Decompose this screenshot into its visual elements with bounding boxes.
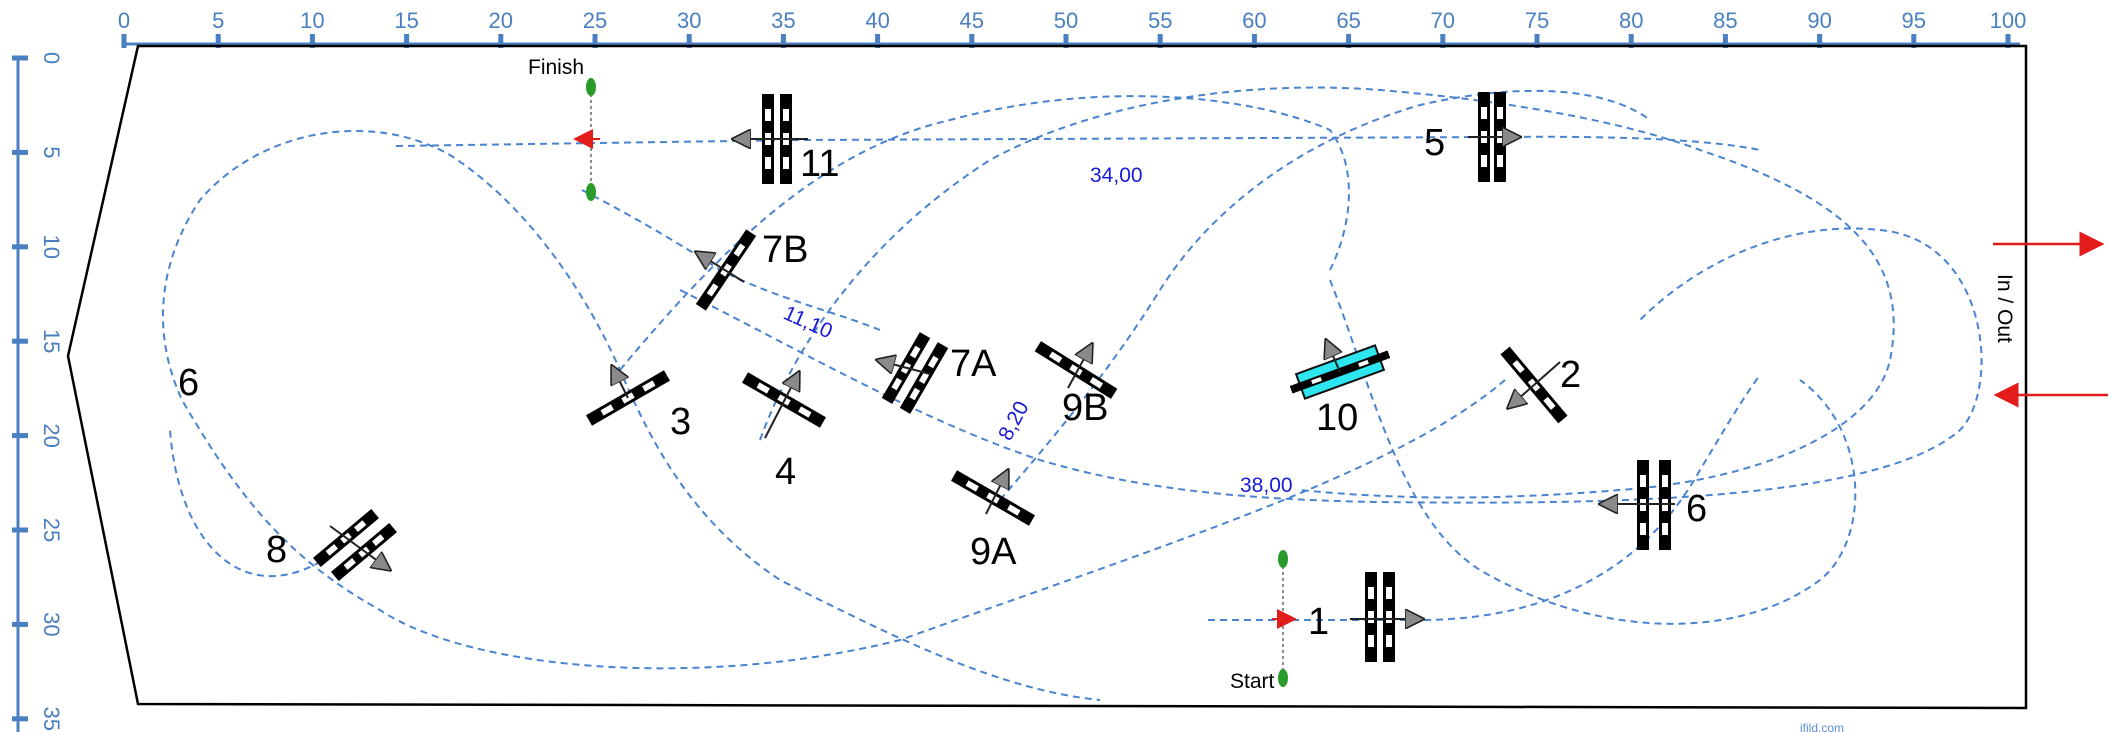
horizontal-scale-tick-label: 40 xyxy=(865,8,889,33)
track-segment-8-loop xyxy=(169,429,351,578)
horizontal-scale-tick-label: 30 xyxy=(677,8,701,33)
horizontal-scale-tick-label: 0 xyxy=(118,8,130,33)
track-segment-9A-to-9B xyxy=(999,89,1651,501)
distance-label: 11,10 xyxy=(780,302,836,344)
obstacle-3: 3 xyxy=(586,366,691,443)
track-segment-loop-2-3 xyxy=(161,130,1506,701)
obstacle-9B-label: 9B xyxy=(1062,387,1108,429)
obstacle-7A: 7A xyxy=(877,332,997,414)
track-segment-3-to-5 xyxy=(619,95,1350,371)
finish-line: Finish xyxy=(528,56,600,201)
horizontal-scale-tick-label: 5 xyxy=(212,8,224,33)
horizontal-scale-tick-label: 50 xyxy=(1054,8,1078,33)
track-segment-10-loop xyxy=(1329,279,1857,625)
obstacle-8-label: 8 xyxy=(266,529,287,571)
vertical-scale-tick-label: 20 xyxy=(39,423,64,447)
obstacle-11-label: 11 xyxy=(800,143,839,185)
horizontal-scale-tick-label: 25 xyxy=(583,8,607,33)
vertical-scale-tick-label: 0 xyxy=(39,52,64,64)
obstacle-1-label: 1 xyxy=(1308,601,1329,643)
vertical-scale-tick-label: 35 xyxy=(39,707,64,731)
horizontal-scale-tick-label: 80 xyxy=(1619,8,1643,33)
obstacle-9A: 9A xyxy=(951,470,1035,573)
horizontal-scale-tick-label: 60 xyxy=(1242,8,1266,33)
distance-label: 38,00 xyxy=(1240,474,1293,497)
arena-outline xyxy=(66,44,2028,710)
vertical-scale-tick-label: 30 xyxy=(39,612,64,636)
obstacle-11: 11 xyxy=(733,94,839,185)
entrance-exit: In / Out xyxy=(1993,231,2108,408)
vertical-scale-tick-label: 25 xyxy=(39,518,64,542)
horizontal-scale: 0 5 10 15 20 25 30 35 40 45 50 55 60 65 70 75 80 85 90 95 10… xyxy=(118,8,2026,48)
finish-label: Finish xyxy=(528,56,584,79)
track-segment-4-to-9B xyxy=(759,86,1895,499)
footer-watermark: ifild.com xyxy=(1800,721,1844,732)
horizontal-scale-tick-label: 70 xyxy=(1431,8,1455,33)
horizontal-scale-tick-label: 90 xyxy=(1807,8,1831,33)
obstacle-1: 1 xyxy=(1308,572,1423,662)
obstacle-8: 8 xyxy=(266,508,397,582)
obstacle-5-label: 5 xyxy=(1424,122,1445,164)
horizontal-scale-tick-label: 75 xyxy=(1525,8,1549,33)
obstacle-2: 2 xyxy=(1500,346,1581,424)
entrance-label: In / Out xyxy=(1993,274,2016,343)
track-segment-start-to-2 xyxy=(1208,374,1761,621)
obstacle-9A-label: 9A xyxy=(970,531,1017,573)
obstacle-5: 5 xyxy=(1424,92,1520,182)
distance-label: 34,00 xyxy=(1090,164,1143,187)
finish-flag-icon xyxy=(586,78,596,96)
vertical-scale-ticks: 0 5 10 15 20 25 30 35 xyxy=(12,52,64,731)
obstacle-2-label: 2 xyxy=(1560,354,1581,396)
obstacle-10: 10 xyxy=(1289,340,1391,439)
obstacle-4-label: 4 xyxy=(775,451,796,493)
turn-marker-6: 6 xyxy=(178,362,199,404)
horizontal-scale-tick-label: 20 xyxy=(489,8,513,33)
horizontal-scale-tick-label: 100 xyxy=(1990,8,2027,33)
distance-label: 8,20 xyxy=(994,397,1033,444)
obstacle-6: 6 xyxy=(1600,460,1707,550)
horizontal-scale-tick-label: 10 xyxy=(300,8,324,33)
obstacle-3-label: 3 xyxy=(670,401,691,443)
horizontal-scale-ticks: 0 5 10 15 20 25 30 35 40 45 50 55 60 65 70 75 80 85 90 95 10… xyxy=(118,8,2026,48)
start-flag-icon xyxy=(1278,669,1288,687)
vertical-scale-tick-label: 15 xyxy=(39,329,64,353)
horizontal-scale-tick-label: 35 xyxy=(771,8,795,33)
obstacle-10-label: 10 xyxy=(1316,397,1358,439)
start-label: Start xyxy=(1230,670,1275,693)
horizontal-scale-tick-label: 15 xyxy=(394,8,418,33)
obstacle-7B: 7B xyxy=(696,229,808,311)
horizontal-scale-tick-label: 55 xyxy=(1148,8,1172,33)
start-flag-icon xyxy=(1278,550,1288,568)
obstacle-6-label: 6 xyxy=(1686,488,1707,530)
obstacle-9B: 9B xyxy=(1034,341,1118,429)
vertical-scale-tick-label: 10 xyxy=(39,235,64,259)
obstacle-7A-label: 7A xyxy=(950,343,997,385)
vertical-scale-tick-label: 5 xyxy=(39,146,64,158)
horizontal-scale-tick-label: 45 xyxy=(960,8,984,33)
horizontal-scale-tick-label: 65 xyxy=(1336,8,1360,33)
start-line: Start xyxy=(1230,550,1297,693)
obstacle-7B-label: 7B xyxy=(762,229,808,271)
horizontal-scale-tick-label: 95 xyxy=(1902,8,1926,33)
horizontal-scale-tick-label: 85 xyxy=(1713,8,1737,33)
riding-track xyxy=(161,86,1983,701)
finish-flag-icon xyxy=(586,183,596,201)
track-segment-finish-approach xyxy=(395,135,1761,151)
vertical-scale: 0 5 10 15 20 25 30 35 xyxy=(12,52,64,732)
obstacle-4: 4 xyxy=(742,372,826,493)
